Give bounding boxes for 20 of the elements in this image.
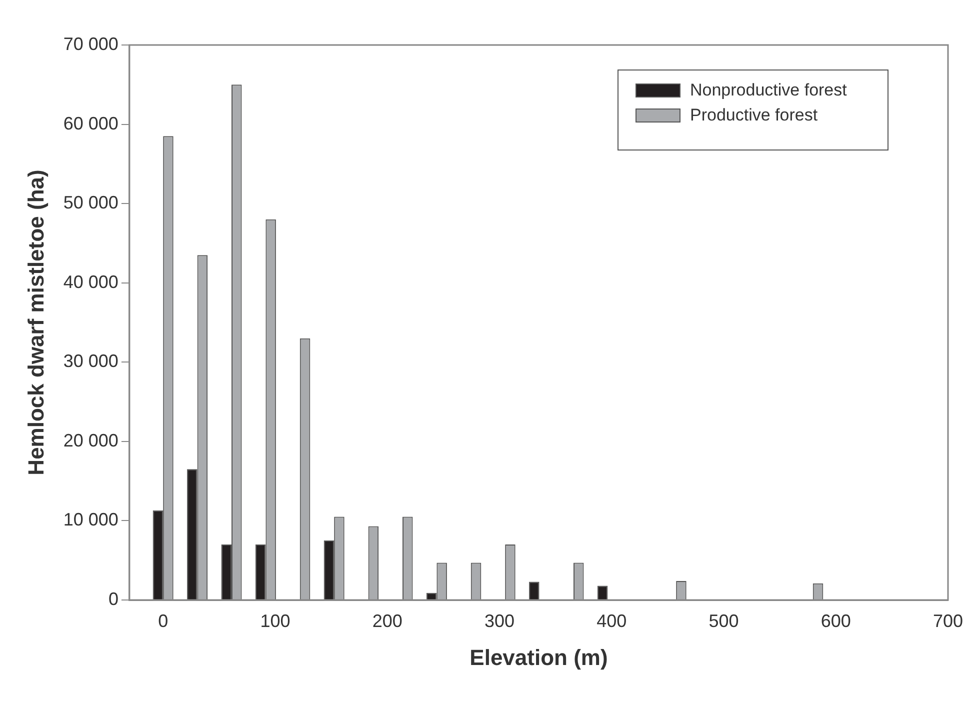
x-tick-label: 300	[484, 610, 515, 631]
x-tick-label: 700	[932, 610, 964, 631]
legend-label: Productive forest	[690, 106, 818, 125]
legend-label: Nonproductive forest	[690, 80, 848, 100]
y-tick-label: 30 000	[63, 351, 118, 372]
y-tick-label: 20 000	[63, 430, 118, 450]
x-axis-title: Elevation (m)	[470, 644, 608, 670]
x-tick-label: 600	[820, 610, 851, 631]
y-tick-label: 50 000	[63, 192, 118, 213]
x-tick-label: 0	[158, 610, 168, 631]
x-tick-label: 200	[372, 610, 402, 631]
y-tick-label: 40 000	[63, 272, 118, 292]
y-tick-label: 10 000	[63, 510, 118, 530]
x-tick-label: 100	[260, 610, 290, 631]
y-tick-label: 70 000	[63, 34, 118, 54]
y-axis-title: Hemlock dwarf mistletoe (ha)	[23, 170, 48, 476]
y-tick-label: 60 000	[63, 113, 118, 134]
x-tick-label: 500	[708, 610, 739, 631]
y-tick-label: 0	[108, 588, 118, 609]
x-tick-label: 400	[596, 610, 627, 631]
